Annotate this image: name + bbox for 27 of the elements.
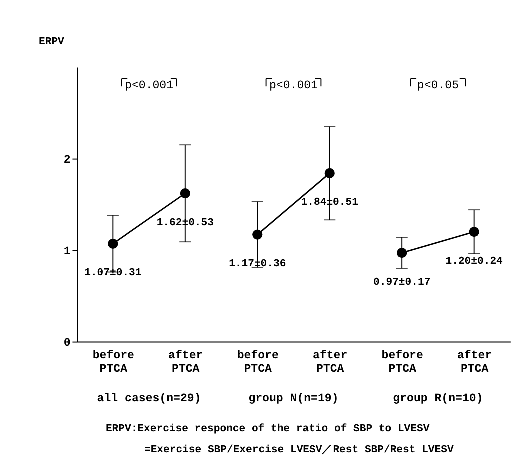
x-tick-label: before PTCA bbox=[92, 350, 135, 376]
point bbox=[180, 188, 190, 199]
y-axis-title: ERPV bbox=[39, 36, 66, 49]
text: ERPV:Exercise responce of the ratio of SBP to LVESV bbox=[106, 423, 430, 436]
y-tick-label: 2 bbox=[64, 154, 71, 168]
annotation: p<0.001 bbox=[125, 80, 174, 93]
y-tick-label: 1 bbox=[64, 246, 71, 259]
point bbox=[324, 168, 335, 179]
data-label: 0.97±0.17 bbox=[374, 276, 431, 289]
text: group R(n=10) bbox=[393, 392, 484, 406]
text: group N(n=19) bbox=[248, 392, 339, 406]
data-label: 1.20±0.24 bbox=[446, 256, 504, 268]
x-tick-label: before PTCA bbox=[237, 350, 279, 376]
x-tick-label: after PTCA bbox=[457, 350, 492, 376]
annotation: p<0.001 bbox=[269, 80, 318, 93]
x-tick-label: before PTCA bbox=[382, 350, 424, 376]
x-tick-label: after PTCA bbox=[168, 350, 204, 376]
x-tick-label: after PTCA bbox=[313, 350, 348, 376]
point bbox=[108, 238, 118, 249]
annotation: p<0.05 bbox=[417, 80, 460, 93]
text: =Exercise SBP/Exercise LVESV／Rest SBP/Rest LVESV bbox=[144, 444, 454, 457]
data-label: 1.07±0.31 bbox=[84, 268, 142, 280]
text: all cases(n=29) bbox=[97, 392, 202, 406]
y-tick-label: 0 bbox=[64, 337, 71, 350]
point bbox=[469, 226, 480, 238]
point bbox=[397, 248, 408, 258]
point bbox=[252, 230, 263, 240]
